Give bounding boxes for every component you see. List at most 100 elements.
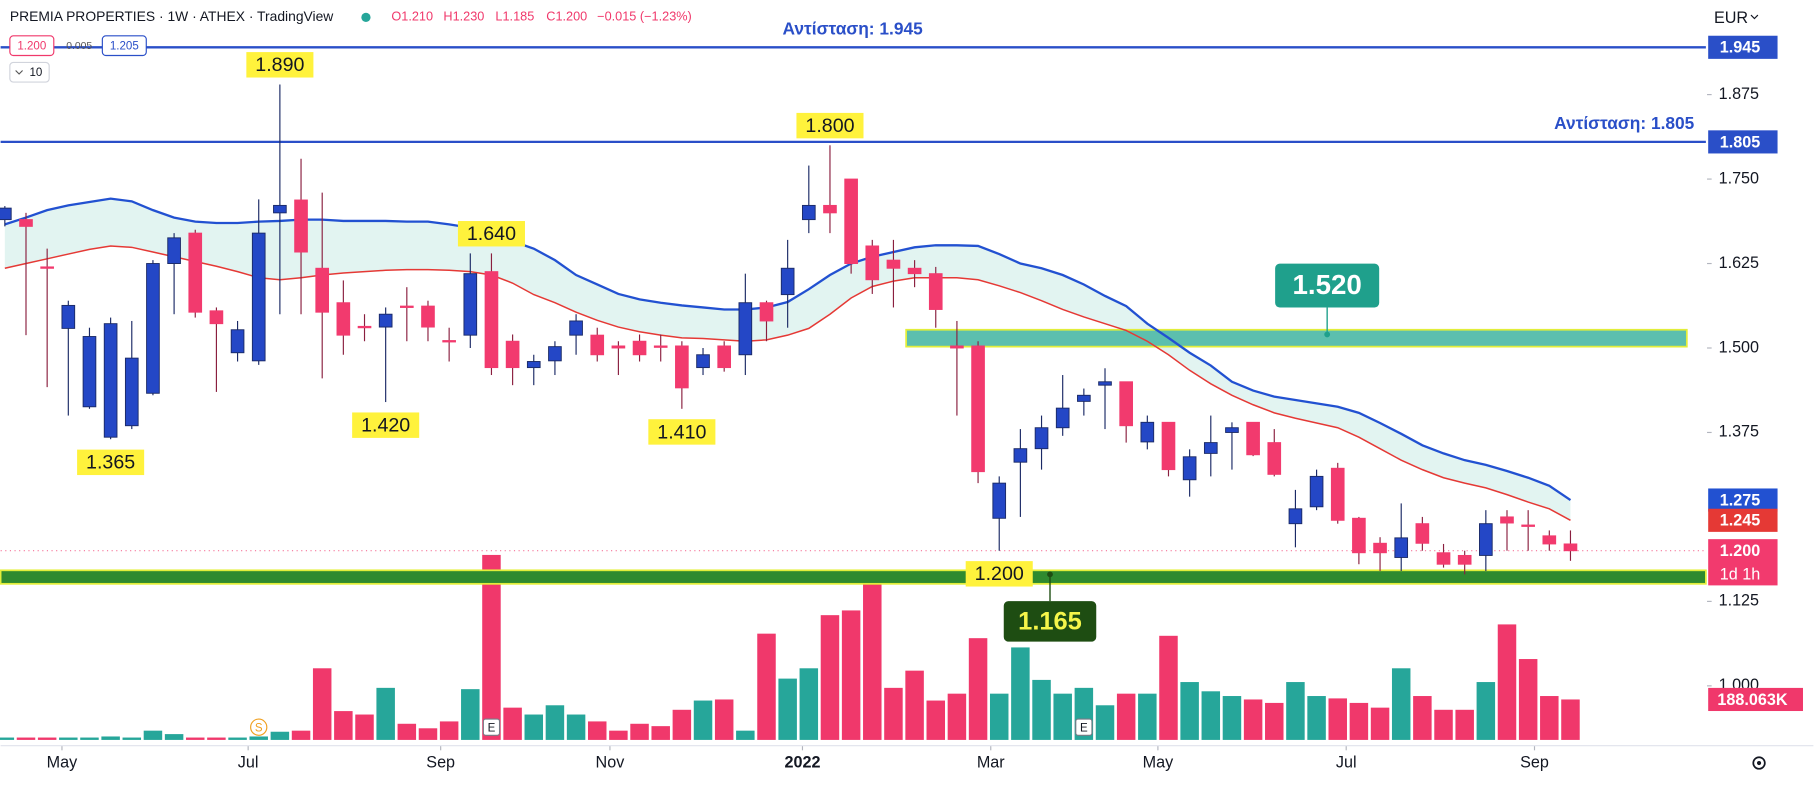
event-label: E (1080, 722, 1088, 734)
volume-bar (439, 721, 459, 740)
candle-body (526, 361, 541, 369)
ma-band (4, 198, 1571, 521)
currency[interactable]: EUR (1714, 9, 1748, 27)
candle-body (1034, 427, 1049, 450)
candle-body (569, 320, 583, 336)
candle-body (759, 302, 774, 322)
status-dot (361, 12, 371, 22)
volume-bar (799, 668, 819, 740)
candle-body (1330, 467, 1345, 521)
currency-chevron (1750, 14, 1759, 20)
settings-icon[interactable] (1752, 756, 1766, 770)
volume-bar (1476, 682, 1496, 740)
candle-body (1140, 421, 1155, 443)
candle-body (1436, 552, 1451, 565)
volume-bar (630, 723, 649, 740)
candle-body (950, 345, 964, 349)
event-marker (250, 718, 268, 736)
axis-tag-label: 188.063K (1717, 691, 1787, 709)
x-tick-label: Jul (1336, 753, 1357, 771)
candle-body (1246, 421, 1260, 456)
volume-bar (1286, 682, 1305, 740)
resistance-label: Αντίσταση: 1.945 (783, 19, 924, 39)
price-label-bg (965, 561, 1033, 587)
header-open: O1.210 (391, 9, 433, 24)
volume-bar (1540, 696, 1559, 740)
volume-bar (693, 700, 713, 740)
indicator-toggle[interactable] (9, 61, 50, 83)
axis-tag (1708, 35, 1778, 59)
price-label: 1.200 (975, 563, 1024, 585)
volume-bar (1307, 696, 1326, 740)
candle-body (801, 204, 816, 221)
volume-bar (16, 737, 36, 740)
candle-body (1098, 381, 1112, 386)
candle-body (273, 204, 287, 214)
volume-bar (778, 678, 797, 740)
legend-header: PREMIA PROPERTIES · 1W · ATHEX · Trading… (9, 8, 692, 83)
axis-tag (1708, 687, 1803, 712)
volume-bar (461, 689, 480, 740)
volume-bar (524, 714, 544, 740)
volume-bar (1455, 709, 1474, 740)
price-label-bg (648, 419, 716, 445)
callout-anchor (1324, 331, 1331, 338)
candle-body (0, 207, 12, 221)
chevron (15, 70, 23, 75)
bid-box[interactable] (9, 35, 55, 57)
x-tick-label: May (1143, 753, 1174, 771)
candle-body (717, 345, 732, 369)
volume-bar (143, 730, 163, 740)
volume-bar (101, 736, 120, 740)
candle-body (1352, 517, 1366, 554)
price-label-bg (796, 112, 864, 139)
volume-bar (651, 726, 670, 740)
y-tick-label: 1.500 (1719, 338, 1759, 356)
x-tick-label: Sep (426, 753, 455, 771)
volume-bar (1222, 696, 1242, 740)
price-label: 1.890 (255, 54, 304, 76)
volume-bar (1011, 647, 1030, 740)
volume-bar (736, 730, 755, 740)
callout-label: 1.165 (1018, 607, 1082, 635)
volume-bar (609, 730, 628, 740)
candle-body (1521, 524, 1535, 527)
volume-bar (186, 737, 205, 740)
candle-body (167, 237, 181, 264)
volume-bar (207, 737, 226, 740)
spread: 0.005 (66, 41, 92, 52)
candle-body (336, 302, 351, 336)
volume-bar (1053, 693, 1072, 740)
volume-bar (968, 638, 988, 740)
ask[interactable]: 1.205 (110, 40, 139, 52)
ask-box[interactable] (101, 35, 147, 57)
volume-bar (820, 615, 840, 740)
gear[interactable] (1752, 756, 1766, 770)
volume-bar (1391, 668, 1411, 740)
candle-body (124, 357, 139, 427)
candle-body (1225, 427, 1239, 433)
bid[interactable]: 1.200 (17, 40, 46, 52)
candle-body (1457, 554, 1472, 565)
volume-bar (1265, 702, 1284, 740)
volume-bar (482, 554, 501, 740)
candle-body (230, 329, 245, 354)
volume-bar (884, 687, 903, 740)
volume-bar (1095, 705, 1115, 740)
candle-body (421, 305, 435, 328)
volume-bar (1413, 696, 1432, 740)
header-low: L1.185 (495, 9, 534, 24)
volume-bar (1497, 624, 1517, 740)
candle-body (1161, 421, 1176, 471)
volume-bar (503, 707, 522, 740)
x-tick-label: Sep (1520, 753, 1549, 771)
volume-bar (587, 721, 607, 740)
volume-bar (334, 711, 353, 740)
axis-tag (1708, 130, 1778, 154)
zone (0, 569, 1707, 585)
indicator-count[interactable]: 10 (30, 67, 43, 79)
volume-bar (1349, 702, 1369, 740)
candle-body (1500, 516, 1514, 524)
